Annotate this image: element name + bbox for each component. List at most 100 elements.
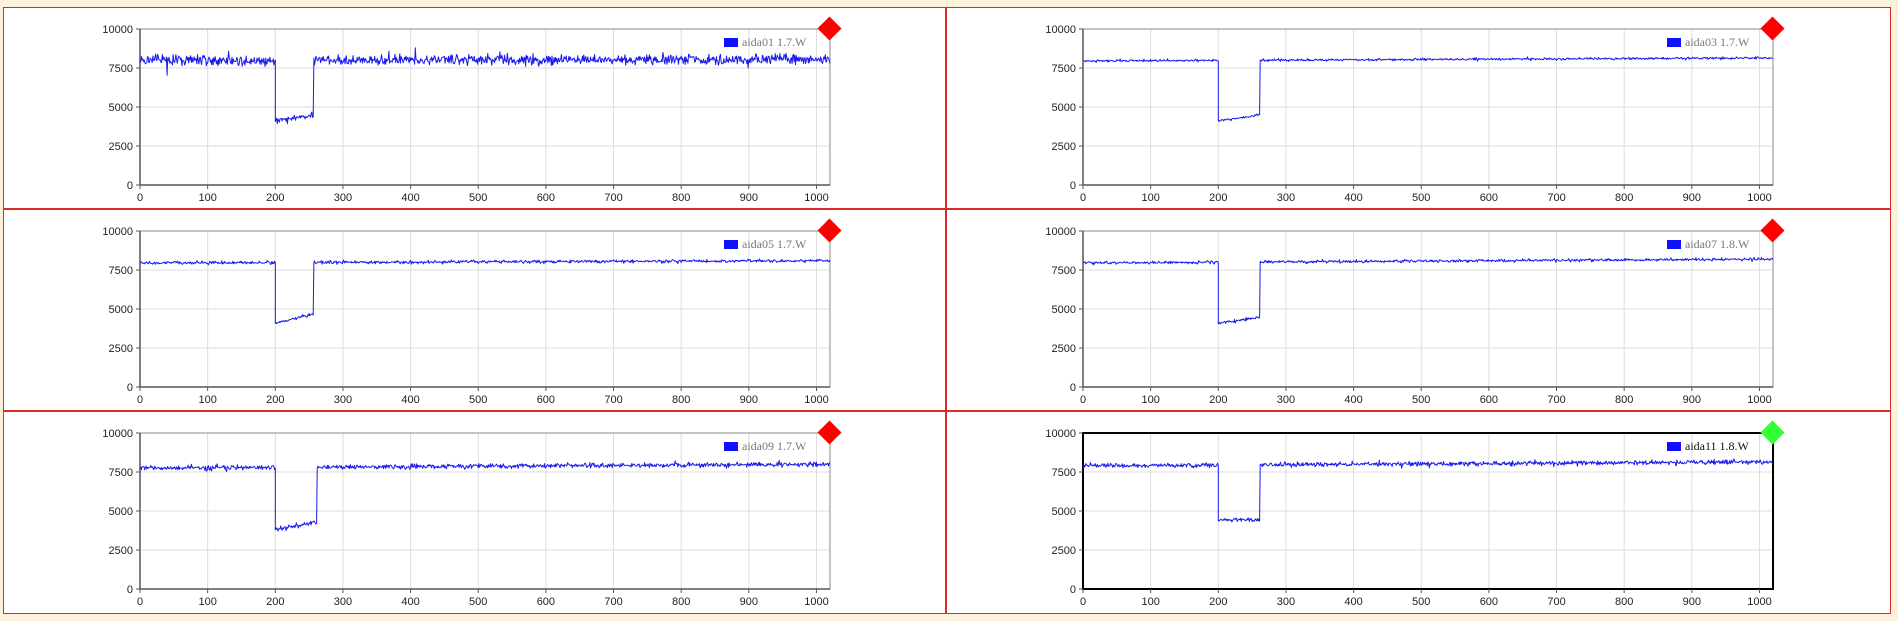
x-tick-label: 400	[1344, 596, 1362, 608]
series-line	[1082, 458, 1774, 523]
x-tick-label: 900	[740, 192, 758, 204]
legend-swatch	[724, 38, 738, 47]
y-tick-label: 2500	[1052, 343, 1076, 355]
green-diamond-icon[interactable]	[1760, 420, 1785, 445]
x-tick-label: 700	[604, 192, 622, 204]
x-tick-label: 700	[1547, 394, 1565, 406]
x-tick-label: 600	[537, 596, 555, 608]
x-tick-label: 900	[1683, 394, 1701, 406]
x-tick-label: 600	[1480, 394, 1498, 406]
x-tick-label: 900	[1683, 192, 1701, 204]
x-tick-label: 400	[401, 596, 419, 608]
x-tick-label: 500	[469, 596, 487, 608]
chart-panel-aida05[interactable]: 0 100 200 300 400 500 600 700 800 900 1000 0 2500 500…	[3, 209, 946, 411]
x-tick-label: 500	[469, 192, 487, 204]
series-line	[139, 459, 831, 532]
legend-swatch	[724, 240, 738, 249]
chart-grid: 0 100 200 300 400 500 600 700 800 900 1000 0 2500 500…	[3, 7, 1891, 614]
series-line	[139, 47, 831, 125]
x-tick-label: 600	[1480, 192, 1498, 204]
x-tick-label: 1000	[804, 596, 828, 608]
x-tick-label: 800	[672, 394, 690, 406]
x-tick-label: 100	[198, 192, 216, 204]
series-line	[1082, 56, 1773, 122]
red-diamond-icon[interactable]	[817, 420, 842, 445]
legend-label: aida09 1.7.W	[742, 439, 807, 453]
x-tick-label: 0	[1080, 394, 1086, 406]
x-tick-label: 600	[537, 192, 555, 204]
legend-label: aida11 1.8.W	[1685, 439, 1750, 453]
legend-label: aida03 1.7.W	[1685, 35, 1750, 49]
line-chart-aida07: 0 100 200 300 400 500 600 700 800 900 100002500500…	[1045, 218, 1785, 406]
y-tick-label: 7500	[109, 63, 133, 75]
legend-swatch	[1667, 240, 1681, 249]
x-tick-label: 0	[137, 192, 143, 204]
y-tick-label: 2500	[1052, 545, 1076, 557]
series-line	[139, 258, 831, 325]
x-tick-label: 600	[537, 394, 555, 406]
x-tick-label: 200	[266, 596, 284, 608]
y-tick-label: 5000	[109, 102, 133, 114]
y-tick-label: 7500	[109, 265, 133, 277]
x-tick-label: 800	[672, 596, 690, 608]
red-diamond-icon[interactable]	[817, 16, 842, 41]
series-line	[1082, 256, 1774, 325]
x-tick-label: 200	[1209, 596, 1227, 608]
y-tick-label: 0	[127, 584, 133, 596]
x-tick-label: 500	[469, 394, 487, 406]
x-tick-label: 700	[604, 394, 622, 406]
chart-panel-aida03[interactable]: 0 100 200 300 400 500 600 700 800 900 1000 0 2500 500…	[946, 7, 1891, 209]
red-diamond-icon[interactable]	[1760, 16, 1785, 41]
red-diamond-icon[interactable]	[1760, 218, 1785, 243]
x-tick-label: 100	[1141, 596, 1159, 608]
legend-label: aida05 1.7.W	[742, 237, 807, 251]
x-tick-label: 300	[334, 596, 352, 608]
x-tick-label: 100	[198, 394, 216, 406]
x-tick-label: 900	[740, 596, 758, 608]
legend-swatch	[724, 442, 738, 451]
legend-swatch	[1667, 442, 1681, 451]
y-tick-label: 0	[127, 180, 133, 192]
x-tick-label: 800	[1615, 394, 1633, 406]
x-tick-label: 900	[1683, 596, 1701, 608]
x-tick-label: 300	[334, 192, 352, 204]
y-tick-label: 10000	[102, 428, 133, 440]
x-tick-label: 700	[604, 596, 622, 608]
y-tick-label: 7500	[1052, 63, 1076, 75]
x-tick-label: 1000	[1747, 596, 1771, 608]
line-chart-aida05: 0 100 200 300 400 500 600 700 800 900 100002500500…	[102, 218, 842, 406]
y-tick-label: 7500	[1052, 467, 1076, 479]
x-tick-label: 500	[1412, 394, 1430, 406]
x-tick-label: 300	[1277, 596, 1295, 608]
x-tick-label: 700	[1547, 192, 1565, 204]
y-tick-label: 0	[1070, 180, 1076, 192]
y-tick-label: 5000	[109, 506, 133, 518]
y-tick-label: 10000	[1045, 24, 1076, 36]
x-tick-label: 900	[740, 394, 758, 406]
x-tick-label: 0	[1080, 192, 1086, 204]
y-tick-label: 0	[1070, 584, 1076, 596]
chart-panel-aida11[interactable]: 0 100 200 300 400 500 600 700 800 900 1000 0 2500 500…	[946, 411, 1891, 614]
chart-panel-aida09[interactable]: 0 100 200 300 400 500 600 700 800 900 1000 0 2500 500…	[3, 411, 946, 614]
x-tick-label: 1000	[1747, 394, 1771, 406]
y-tick-label: 2500	[109, 141, 133, 153]
y-tick-label: 7500	[109, 467, 133, 479]
red-diamond-icon[interactable]	[817, 218, 842, 243]
line-chart-aida11: 0 100 200 300 400 500 600 700 800 900 100002500500…	[1045, 420, 1785, 608]
x-tick-label: 500	[1412, 192, 1430, 204]
y-tick-label: 10000	[1045, 428, 1076, 440]
x-tick-label: 600	[1480, 596, 1498, 608]
chart-panel-aida07[interactable]: 0 100 200 300 400 500 600 700 800 900 1000 0 2500 500…	[946, 209, 1891, 411]
y-tick-label: 5000	[1052, 102, 1076, 114]
x-tick-label: 1000	[1747, 192, 1771, 204]
x-tick-label: 100	[1141, 394, 1159, 406]
x-tick-label: 700	[1547, 596, 1565, 608]
x-tick-label: 0	[1080, 596, 1086, 608]
chart-panel-aida01[interactable]: 0 100 200 300 400 500 600 700 800 900 1000 0 2500 500…	[3, 7, 946, 209]
legend-swatch	[1667, 38, 1681, 47]
x-tick-label: 400	[1344, 394, 1362, 406]
x-tick-label: 0	[137, 394, 143, 406]
x-tick-label: 400	[1344, 192, 1362, 204]
x-tick-label: 400	[401, 192, 419, 204]
x-tick-label: 200	[1209, 192, 1227, 204]
